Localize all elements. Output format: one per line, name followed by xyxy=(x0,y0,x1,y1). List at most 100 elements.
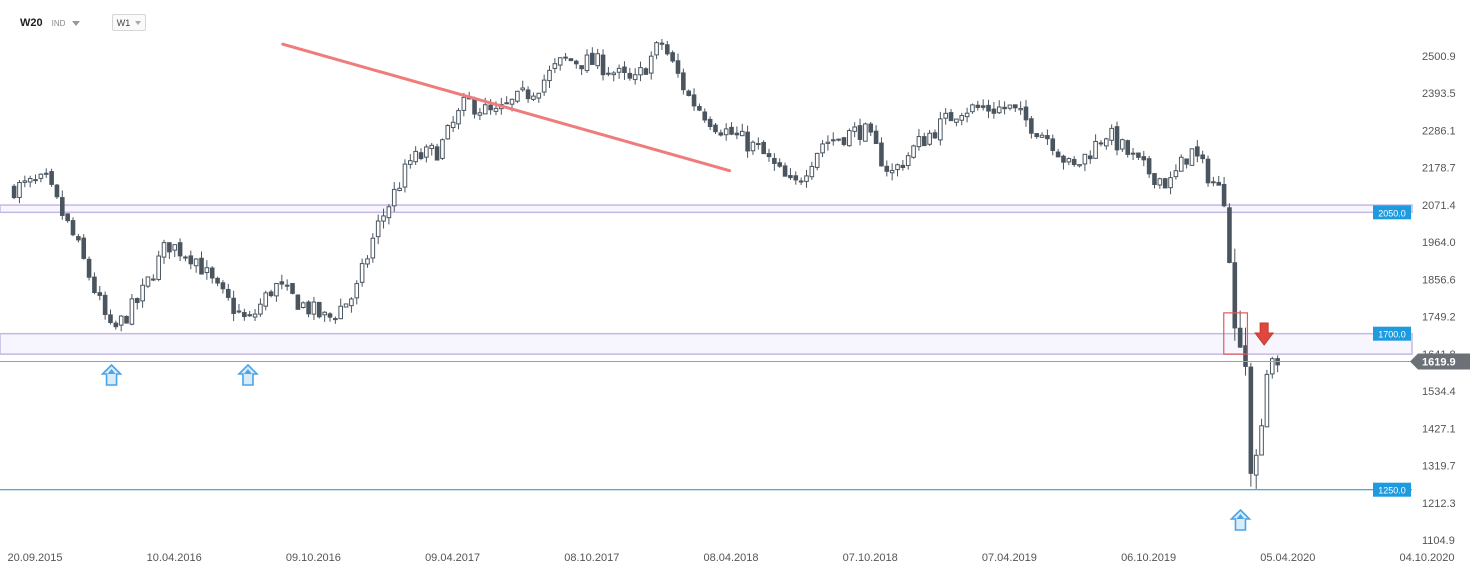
candle-body xyxy=(1264,373,1270,428)
candle-body xyxy=(306,301,311,315)
candle-body xyxy=(675,60,681,74)
candle-body xyxy=(1098,142,1104,145)
candle-body xyxy=(552,63,558,69)
candle-body xyxy=(830,139,836,142)
candle-body xyxy=(943,112,948,119)
candle-body xyxy=(161,242,167,258)
candle-body xyxy=(54,184,60,198)
y-tick-label: 1856.6 xyxy=(1422,274,1456,286)
candle-body xyxy=(215,277,220,284)
candle-body xyxy=(76,236,81,241)
candle-body xyxy=(156,255,161,280)
up-arrow-shape xyxy=(237,363,259,386)
candle-body xyxy=(124,315,129,324)
candle-body xyxy=(151,278,156,281)
candle-body xyxy=(900,164,906,168)
x-tick-label: 04.10.2020 xyxy=(1399,552,1454,564)
instrument-type: IND xyxy=(51,18,66,28)
candle-body xyxy=(102,294,108,315)
up-arrow-shape xyxy=(1229,508,1252,531)
level-label-bg xyxy=(1373,482,1411,497)
symbol-name: W20 xyxy=(20,17,43,29)
candles xyxy=(11,39,1280,489)
price-labels: 2050.0 1700.0 1250.0 1619.9 xyxy=(1373,205,1470,497)
candle-body xyxy=(563,56,568,59)
candle-body xyxy=(86,258,92,278)
candle-body xyxy=(686,90,692,96)
level-zone xyxy=(0,204,1413,214)
candle-body xyxy=(1114,126,1120,151)
candle-body xyxy=(60,197,65,216)
candle-body xyxy=(295,294,301,310)
y-tick-label: 1427.1 xyxy=(1422,423,1456,435)
candle-body xyxy=(750,141,756,152)
candle-body xyxy=(509,98,515,105)
candle-body xyxy=(354,283,360,299)
candle-body xyxy=(1093,140,1098,159)
x-tick-label: 08.04.2018 xyxy=(703,552,758,564)
x-tick-label: 05.04.2020 xyxy=(1260,552,1315,564)
candle-body xyxy=(809,166,815,178)
last-price-label: 1619.9 xyxy=(1422,356,1456,368)
x-tick-label: 10.04.2016 xyxy=(147,552,202,564)
candle-body xyxy=(1002,106,1007,110)
candle-body xyxy=(515,90,520,102)
candle-body xyxy=(1109,127,1114,141)
up-arrow-icon xyxy=(1229,508,1252,531)
candle-body xyxy=(225,288,231,298)
level-label-bg xyxy=(1373,205,1411,220)
candle-body xyxy=(1130,152,1136,155)
candle-body xyxy=(129,298,135,325)
candle-body xyxy=(413,150,418,163)
candle-body xyxy=(1162,178,1168,189)
candle-body xyxy=(852,126,857,132)
candle-body xyxy=(408,160,413,165)
candle-body xyxy=(247,314,252,317)
y-tick-label: 1749.2 xyxy=(1422,312,1456,324)
candle-body xyxy=(702,111,708,121)
candle-body xyxy=(1216,181,1222,186)
candle-body xyxy=(338,305,344,320)
y-tick-label: 2393.5 xyxy=(1422,88,1456,100)
x-tick-label: 07.04.2019 xyxy=(982,552,1037,564)
candle-body xyxy=(547,69,552,82)
candle-body xyxy=(932,132,938,139)
candle-body xyxy=(927,132,932,145)
candle-body xyxy=(911,145,916,158)
candle-body xyxy=(231,297,236,314)
candle-body xyxy=(22,180,28,183)
candle-body xyxy=(359,263,365,283)
level-label: 1700.0 xyxy=(1378,330,1406,340)
candle-body xyxy=(1211,181,1216,184)
x-tick-label: 07.10.2018 xyxy=(843,552,898,564)
symbol-selector[interactable]: W20 IND xyxy=(20,13,81,33)
candle-body xyxy=(772,157,777,164)
candle-body xyxy=(847,130,852,147)
candle-body xyxy=(879,142,884,167)
candle-body xyxy=(1221,183,1227,207)
candle-body xyxy=(1082,153,1088,165)
candle-body xyxy=(1259,425,1264,456)
candle-body xyxy=(1200,154,1205,160)
drawn-lines xyxy=(0,42,1412,491)
candle-body xyxy=(450,121,456,129)
candle-body xyxy=(1146,158,1152,175)
candle-body xyxy=(1066,158,1072,163)
candle-body xyxy=(863,123,868,142)
candle-body xyxy=(1195,146,1200,157)
candle-body xyxy=(739,130,745,137)
candle-body xyxy=(986,104,991,112)
candle-body xyxy=(1205,158,1211,184)
x-tick-label: 20.09.2015 xyxy=(7,552,62,564)
candle-body xyxy=(38,173,44,179)
candle-body xyxy=(1168,177,1173,189)
candle-body xyxy=(1034,133,1040,138)
candle-body xyxy=(1141,156,1147,161)
candle-body xyxy=(836,138,841,141)
candle-body xyxy=(825,141,831,144)
candle-body xyxy=(386,206,392,219)
level-zones xyxy=(0,204,1413,355)
candle-body xyxy=(959,115,965,121)
timeframe-dropdown[interactable]: W1 xyxy=(112,14,146,31)
